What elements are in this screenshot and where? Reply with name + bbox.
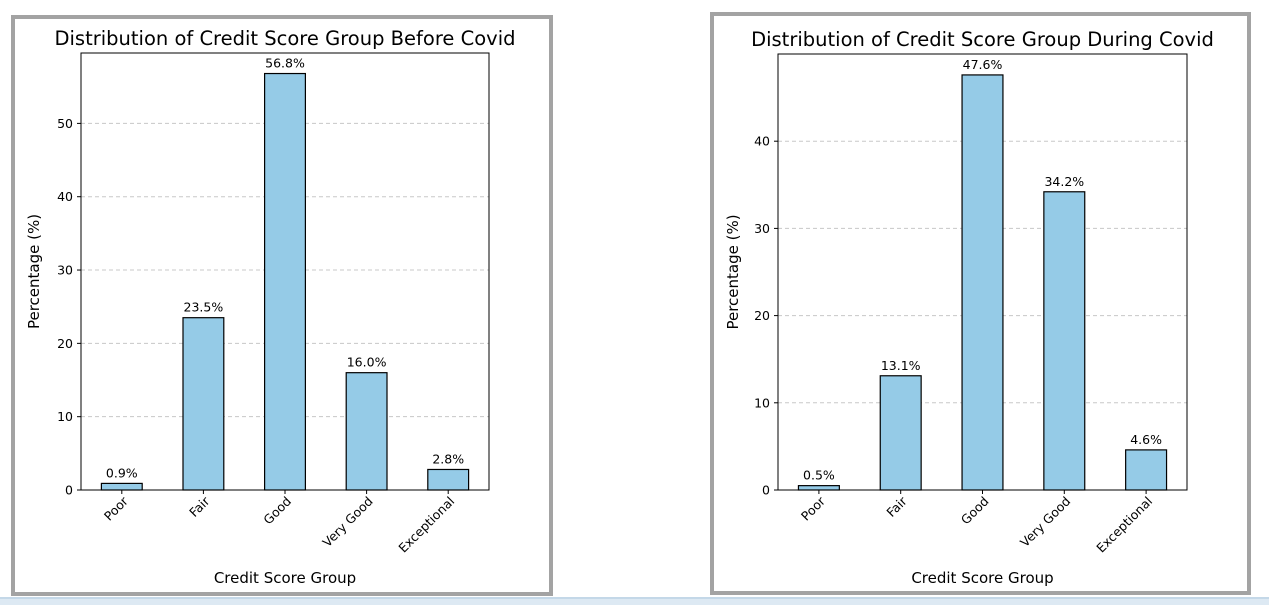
bottom-scroll-area [0,597,1269,605]
data-label-fair: 23.5% [184,300,224,315]
bar-poor [100,482,143,491]
y-tick-label: 0 [65,483,73,498]
x-tick-label-exceptional: Exceptional [1093,494,1155,556]
chart-panel-before-covid: Distribution of Credit Score Group Befor… [11,15,553,596]
bar-very-good [345,372,388,491]
bar-poor [797,485,840,491]
data-label-good: 56.8% [265,56,305,71]
data-label-fair: 13.1% [881,358,921,373]
y-tick-label: 10 [754,395,770,410]
chart-panel-during-covid: Distribution of Credit Score Group Durin… [710,12,1251,595]
y-tick-label: 50 [57,116,73,131]
data-label-good: 47.6% [963,57,1003,72]
chart-title: Distribution of Credit Score Group Durin… [751,28,1214,51]
y-tick-label: 20 [57,336,73,351]
y-tick-label: 40 [57,189,73,204]
data-label-poor: 0.5% [803,468,835,483]
x-axis-label: Credit Score Group [911,569,1053,587]
bar-fair [879,375,922,491]
y-tick-label: 30 [754,221,770,236]
data-label-poor: 0.9% [106,465,138,480]
y-tick-label: 30 [57,263,73,278]
x-tick-label-poor: Poor [101,493,132,524]
x-tick-label-very-good: Very Good [1017,494,1073,550]
y-axis-label: Percentage (%) [724,214,742,329]
bar-exceptional [1125,449,1168,491]
data-label-very-good: 34.2% [1044,174,1084,189]
bar-very-good [1043,191,1086,491]
bar-fair [182,317,225,491]
x-tick-label-good: Good [260,494,294,528]
data-label-exceptional: 4.6% [1130,432,1162,447]
y-tick-label: 40 [754,134,770,149]
plot-frame [80,52,490,491]
chart-before-covid: Distribution of Credit Score Group Befor… [25,27,516,587]
x-tick-label-poor: Poor [798,493,829,524]
data-label-very-good: 16.0% [347,355,387,370]
bar-exceptional [427,468,470,491]
y-tick-label: 20 [754,308,770,323]
x-tick-label-fair: Fair [186,493,213,520]
plot-frame [777,53,1188,491]
chart-during-covid: Distribution of Credit Score Group Durin… [724,28,1214,587]
y-tick-label: 0 [762,483,770,498]
data-label-exceptional: 2.8% [432,451,464,466]
x-tick-label-exceptional: Exceptional [395,494,457,556]
bar-good [961,74,1004,491]
x-tick-label-very-good: Very Good [319,494,375,550]
bar-good [264,72,307,491]
x-tick-label-fair: Fair [883,493,910,520]
y-tick-label: 10 [57,409,73,424]
x-tick-label-good: Good [958,494,992,528]
y-axis-label: Percentage (%) [25,214,43,329]
x-axis-label: Credit Score Group [214,569,356,587]
chart-title: Distribution of Credit Score Group Befor… [54,27,515,50]
